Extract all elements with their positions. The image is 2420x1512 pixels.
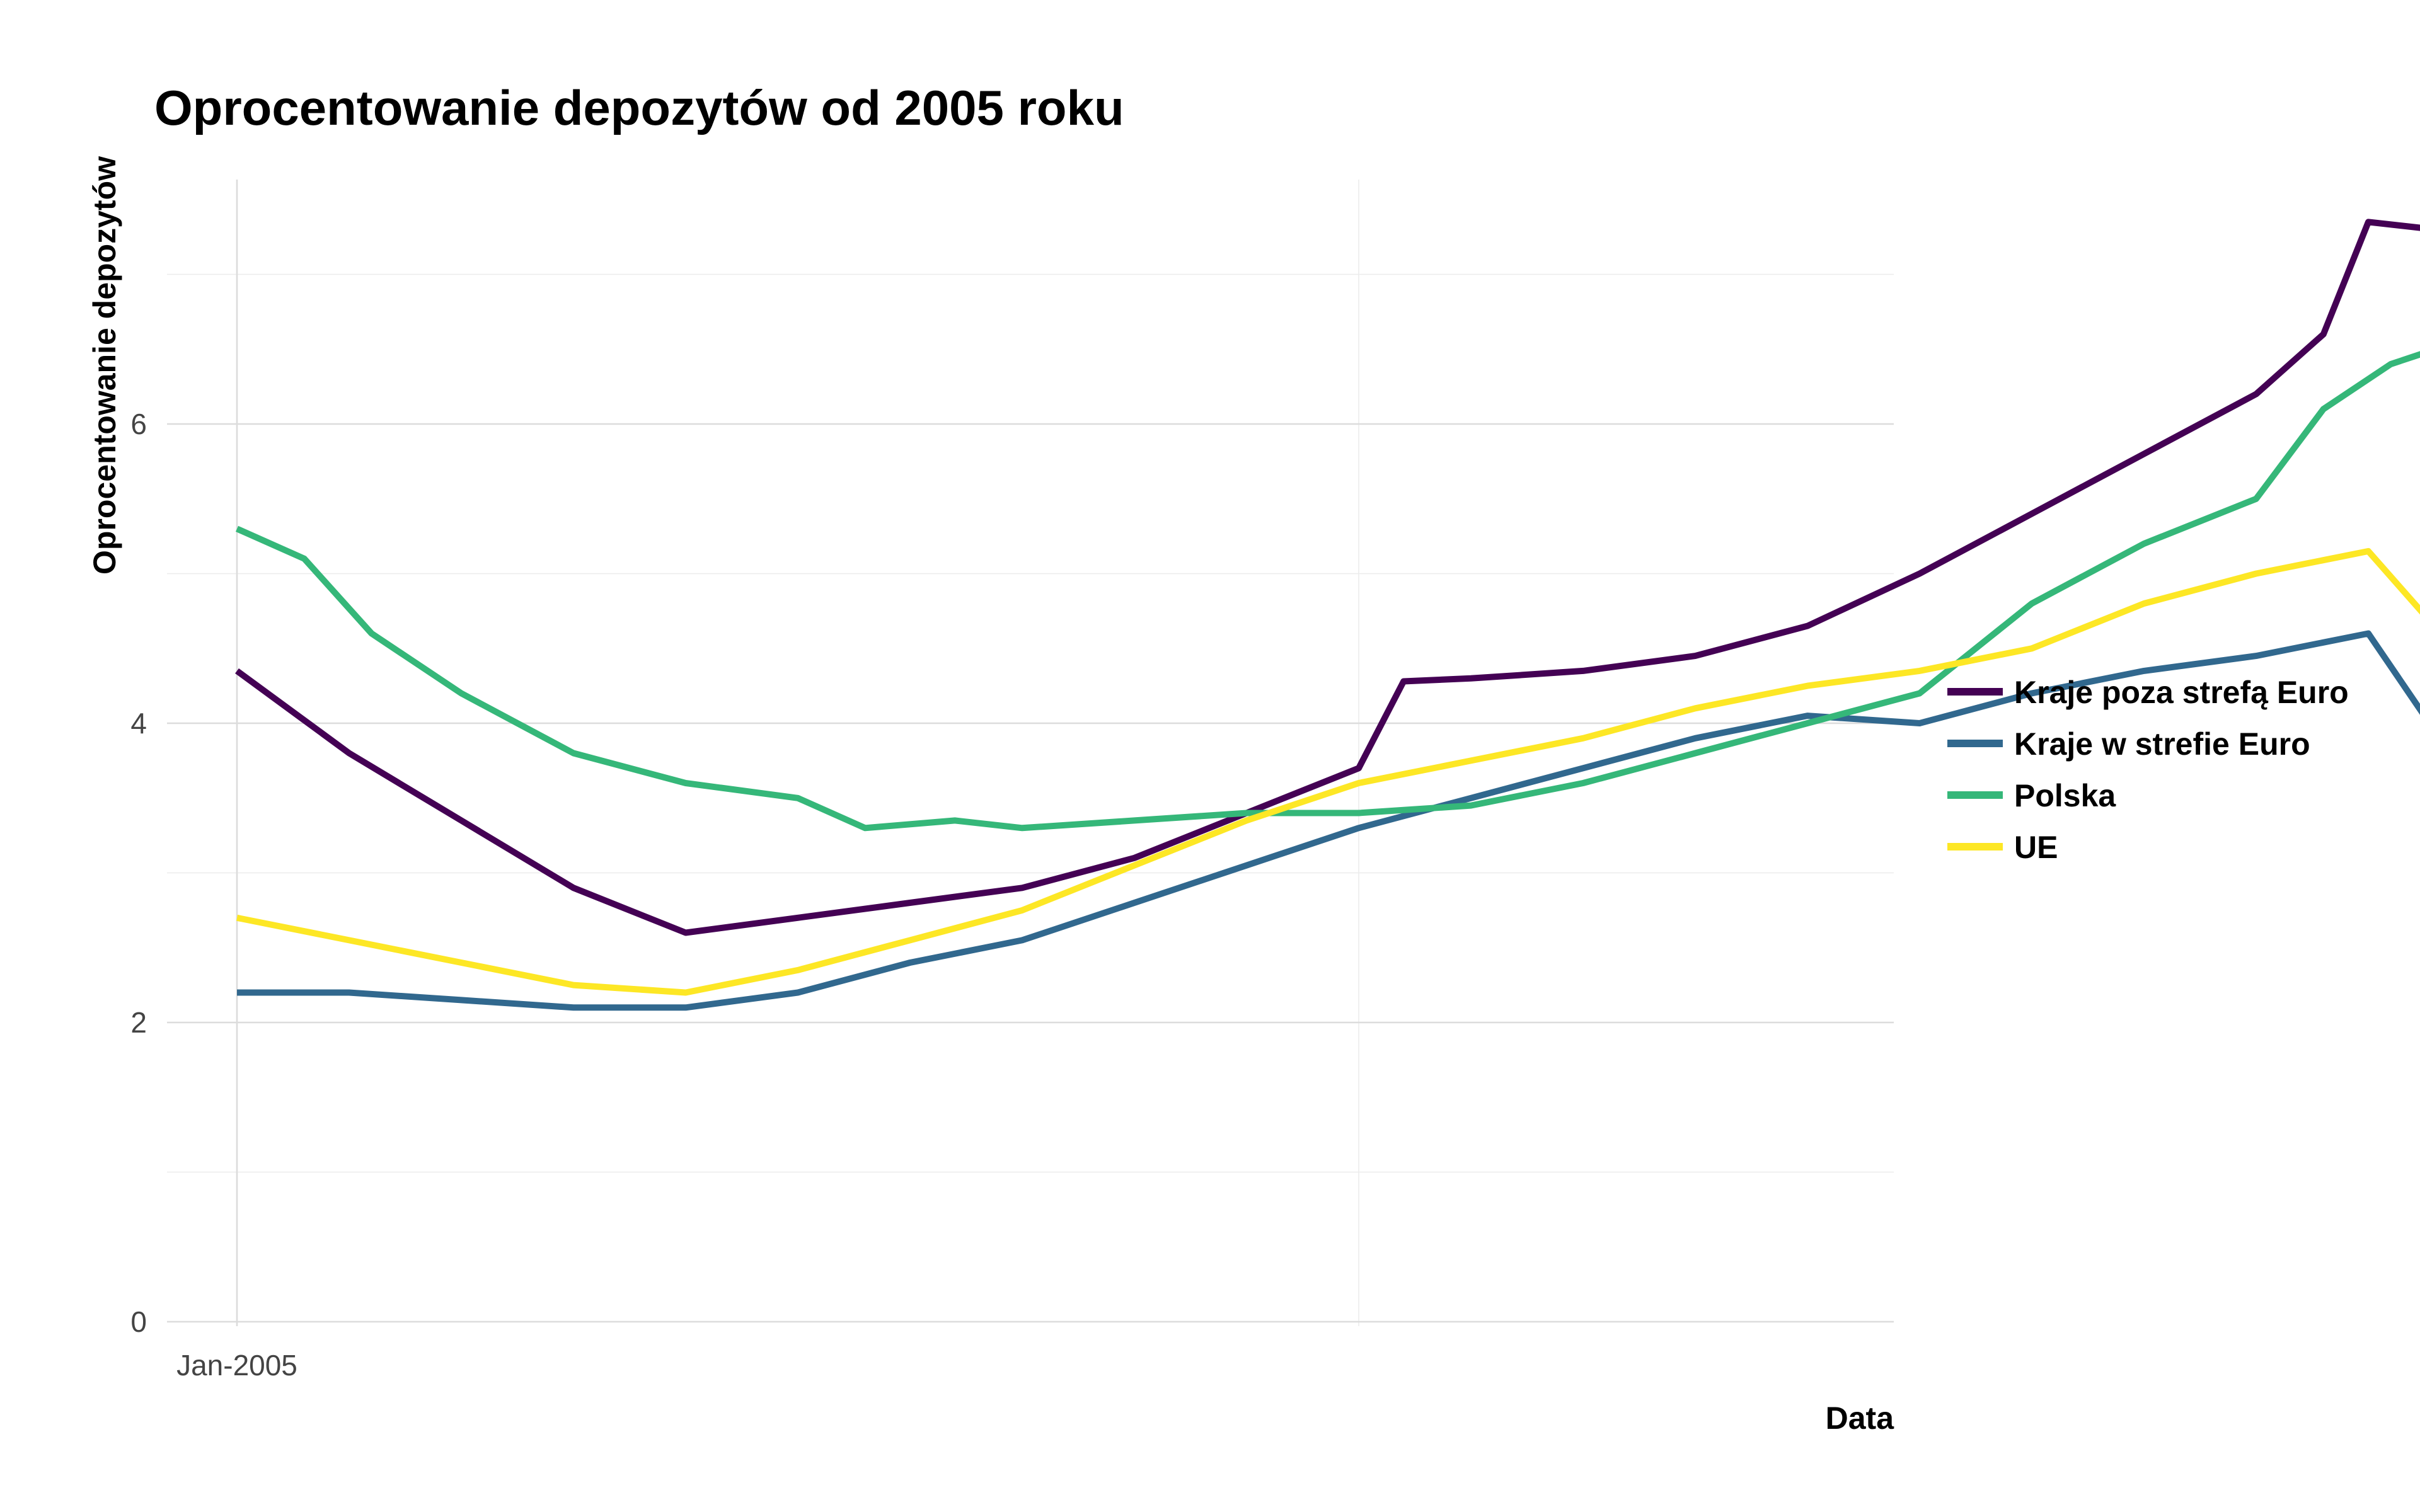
legend: Kraje poza strefą Euro Kraje w strefie Eu… (1947, 675, 2349, 865)
legend-label: Polska (2014, 778, 2116, 813)
series-layer (235, 219, 2420, 1011)
x-axis-ticks: Jan-2005Jan-2010Jan-2015Jan-2020 (176, 1349, 297, 1382)
x-axis-label: Data (1826, 1400, 1895, 1436)
series-line-1 (235, 219, 2420, 936)
y-tick-label: 6 (130, 408, 147, 440)
y-axis-label: Oprocentowanie depozytów (87, 156, 122, 575)
y-axis-ticks: 0 2 4 6 (130, 408, 147, 1338)
series-line-4 (236, 547, 2420, 996)
legend-label: Kraje w strefie Euro (2014, 726, 2310, 762)
x-tick-label: Jan-2005 (176, 1349, 297, 1382)
plot-grid (167, 180, 1894, 1326)
y-tick-label: 4 (130, 707, 147, 740)
chart-title: Oprocentowanie depozytów od 2005 roku (154, 80, 1124, 135)
y-tick-label: 2 (130, 1006, 147, 1039)
y-tick-label: 0 (130, 1305, 147, 1338)
legend-label: UE (2014, 830, 2058, 865)
legend-label: Kraje poza strefą Euro (2014, 675, 2349, 710)
series-line-3 (235, 351, 2420, 832)
series-line-2 (237, 630, 2420, 1011)
